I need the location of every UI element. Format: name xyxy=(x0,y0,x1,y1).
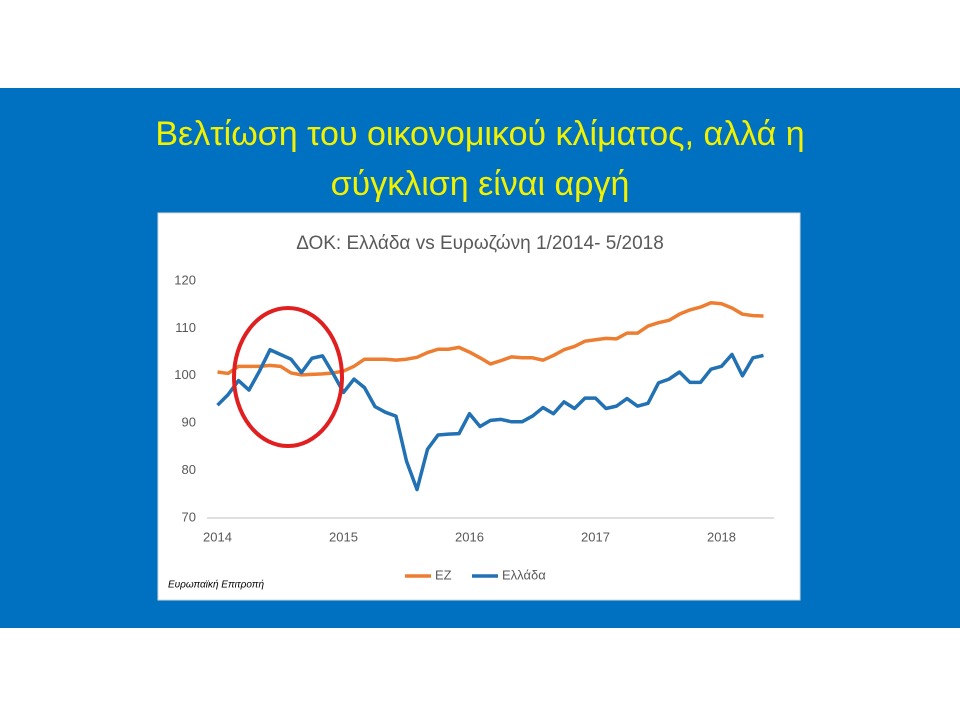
x-tick-label: 2015 xyxy=(329,529,358,544)
y-tick-label: 80 xyxy=(182,462,196,477)
legend-label: Ελλάδα xyxy=(502,567,546,582)
highlight-ellipse xyxy=(232,306,344,448)
source-note: Ευρωπαϊκή Επιτροπή xyxy=(168,579,264,591)
y-tick-label: 100 xyxy=(174,367,196,382)
x-tick-label: 2017 xyxy=(581,529,610,544)
slide-title: σύγκλιση είναι αργή xyxy=(331,165,630,203)
x-tick-label: 2018 xyxy=(707,529,736,544)
series-line xyxy=(216,347,764,492)
y-tick-label: 120 xyxy=(174,272,196,287)
plot: 70 80 90 100 110 120 2014 2015 2016 2017 2018 EZ Ελλ… xyxy=(174,272,774,582)
x-tick-label: 2016 xyxy=(455,529,484,544)
legend-label: EZ xyxy=(435,567,452,582)
y-tick-label: 70 xyxy=(182,509,196,524)
y-tick-label: 90 xyxy=(182,415,196,430)
chart-title: ΔΟΚ: Ελλάδα vs Ευρωζώνη 1/2014- 5/2018 xyxy=(296,233,664,254)
series-line xyxy=(217,301,764,377)
x-tick-label: 2014 xyxy=(203,529,232,544)
slide-title: Βελτίωση του οικονομικού κλίματος, αλλά … xyxy=(155,115,804,153)
chart-frame xyxy=(157,212,801,601)
y-tick-label: 110 xyxy=(175,320,196,335)
